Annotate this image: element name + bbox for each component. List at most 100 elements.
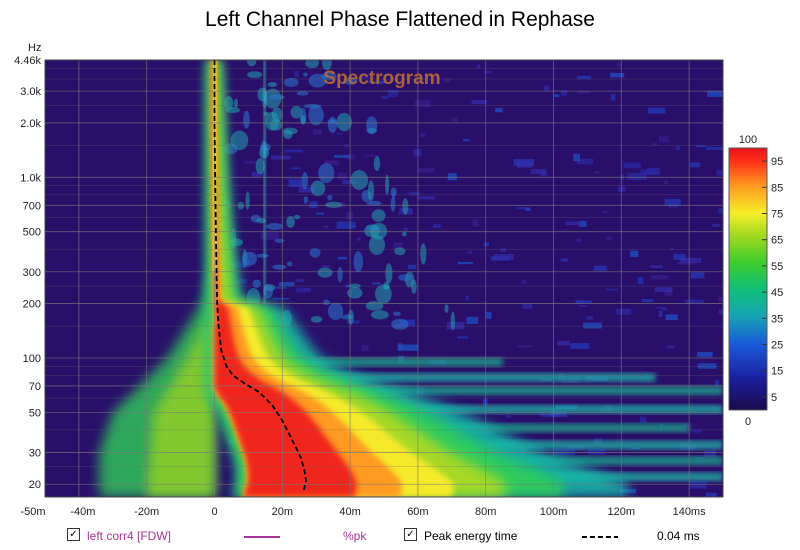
chart-title: Left Channel Phase Flattened in Rephase [205,8,595,31]
noise-patch [452,117,458,123]
noise-patch [647,107,666,114]
x-tick-label: 100m [540,506,568,518]
speckle [269,94,285,100]
noise-patch [630,250,639,258]
noise-patch [447,173,457,181]
speckle [267,82,278,88]
noise-patch [361,345,369,352]
speckle [327,302,344,321]
noise-patch [295,279,304,282]
speckle [224,96,234,110]
noise-patch [284,149,304,153]
x-tick-label: -50m [20,506,45,518]
series-checkbox[interactable]: ✓ [67,528,80,541]
legend-series-label: left corr4 [FDW] [87,529,172,543]
noise-patch [712,223,720,227]
speckle [368,235,386,256]
speckle [347,287,363,299]
legend-peak-label: Peak energy time [424,529,518,543]
noise-patch [472,219,479,227]
peak-energy-checkbox[interactable]: ✓ [404,528,417,541]
noise-patch [279,282,295,287]
speckle [250,214,261,223]
x-tick-label: -20m [134,506,159,518]
noise-patch [637,277,644,285]
noise-patch [235,278,247,284]
speckle [348,309,354,325]
noise-patch [610,94,616,101]
resonance-band [256,386,723,395]
speckle [370,222,388,240]
colorbar-tick-label: 25 [771,340,783,352]
noise-patch [357,76,369,79]
noise-patch [275,287,287,289]
noise-patch [244,160,257,164]
speckle [420,243,427,265]
speckle [305,60,319,69]
speckle [391,318,409,330]
y-axis-unit: Hz [28,42,41,54]
colorbar-tick-label: 65 [771,235,783,247]
noise-patch [483,242,489,247]
noise-patch [295,287,311,293]
noise-patch [675,146,681,151]
noise-patch [530,169,546,174]
noise-patch [714,380,719,387]
noise-patch [576,238,581,242]
noise-patch [669,247,675,251]
noise-patch [323,224,329,229]
speckle [327,194,333,201]
noise-patch [718,296,723,302]
noise-patch [341,180,357,185]
noise-patch [476,64,481,69]
x-axis: -50m -40m -20m 0 20m 40m 60m 80m 100m 120m 140ms [20,506,706,518]
noise-patch [677,261,696,265]
speckle [296,91,309,96]
noise-patch [393,242,404,250]
noise-patch [397,344,419,351]
noise-patch [627,172,647,181]
noise-patch [615,308,632,315]
speckle [272,264,287,270]
noise-patch [554,448,576,456]
noise-patch [294,71,299,78]
noise-patch [704,450,716,458]
noise-patch [664,180,668,185]
speckle [353,251,363,273]
speckle [385,263,393,284]
y-tick-label: 100 [23,353,41,365]
noise-patch [336,221,356,229]
speckle [392,311,401,316]
noise-patch [610,72,625,78]
noise-patch [463,139,470,142]
colorbar-tick-label: 45 [771,287,783,299]
noise-patch [415,100,431,107]
resonance-band [224,357,503,366]
noise-patch [403,227,408,231]
colorbar-min-label: 0 [745,416,751,428]
noise-patch [260,232,279,240]
noise-patch [408,191,420,196]
noise-patch [690,272,705,279]
noise-patch [716,169,723,176]
noise-patch [465,295,469,301]
noise-patch [321,265,331,268]
speckle [327,116,338,133]
energy-ridge-band [212,60,357,497]
colorbar-max-label: 100 [739,134,757,146]
noise-patch [617,186,626,192]
y-axis: 4.46k 3.0k 2.0k 1.0k 700 500 300 200 100 70 50 30 20 [14,55,41,491]
speckle [290,105,303,119]
noise-patch [337,256,347,260]
noise-patch [338,172,347,180]
speckle [394,247,406,256]
speckle [245,191,250,210]
noise-patch [350,225,356,227]
noise-patch [583,322,602,329]
x-tick-label: 0 [211,506,217,518]
noise-patch [664,290,673,296]
speckle [286,216,295,228]
noise-patch [565,221,582,226]
speckle [383,284,390,290]
y-tick-label: 70 [29,381,41,393]
